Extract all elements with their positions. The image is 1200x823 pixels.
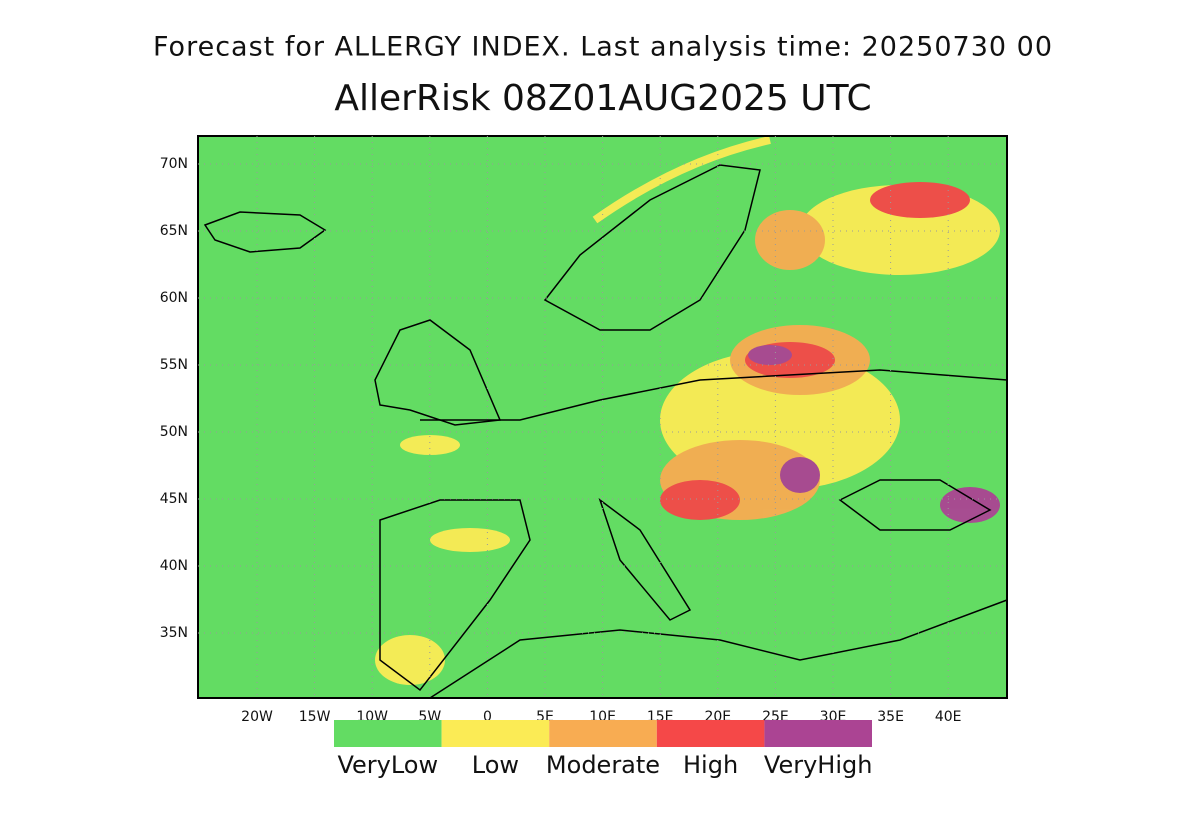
legend-label: Moderate bbox=[546, 751, 660, 779]
iceland bbox=[203, 211, 327, 253]
lon-label: 15W bbox=[299, 709, 331, 725]
lat-label: 60N bbox=[160, 290, 188, 306]
area bbox=[592, 136, 771, 224]
italy bbox=[598, 497, 692, 621]
area bbox=[375, 635, 445, 685]
lon-label: 0 bbox=[483, 709, 492, 725]
legend-label: VeryHigh bbox=[764, 751, 873, 779]
scandinavia bbox=[543, 164, 761, 331]
lat-label: 70N bbox=[160, 156, 188, 172]
area bbox=[780, 457, 820, 493]
lat-label: 40N bbox=[160, 558, 188, 574]
map bbox=[197, 135, 1008, 699]
black-sea bbox=[838, 479, 992, 531]
lat-label: 55N bbox=[160, 357, 188, 373]
lat-label: 35N bbox=[160, 625, 188, 641]
lon-label: 35E bbox=[877, 709, 904, 725]
legend-label: VeryLow bbox=[337, 751, 438, 779]
legend-swatch bbox=[656, 720, 765, 747]
area bbox=[430, 528, 510, 552]
subtitle: Forecast for ALLERGY INDEX. Last analysi… bbox=[153, 32, 1053, 63]
area bbox=[940, 487, 1000, 523]
lon-label: 40E bbox=[935, 709, 962, 725]
africa-coast bbox=[429, 599, 1008, 699]
border bbox=[420, 369, 1008, 421]
legend-swatch bbox=[334, 720, 442, 747]
risk-areas bbox=[375, 136, 1000, 685]
title: AllerRisk 08Z01AUG2025 UTC bbox=[334, 78, 871, 119]
legend-swatch bbox=[441, 720, 550, 747]
lat-label: 50N bbox=[160, 424, 188, 440]
area bbox=[400, 435, 460, 455]
lon-label: 20W bbox=[241, 709, 273, 725]
area bbox=[870, 182, 970, 218]
area bbox=[755, 210, 825, 270]
legend-label: Low bbox=[472, 751, 519, 779]
legend-swatch bbox=[549, 720, 657, 747]
iberia bbox=[379, 499, 531, 692]
legend: VeryLow Low Moderate High VeryHigh bbox=[334, 720, 872, 779]
coastlines bbox=[203, 164, 1008, 699]
area bbox=[660, 480, 740, 520]
lat-label: 45N bbox=[160, 491, 188, 507]
legend-label: High bbox=[683, 751, 738, 779]
lat-label: 65N bbox=[160, 223, 188, 239]
area bbox=[748, 345, 792, 365]
legend-swatch bbox=[764, 720, 872, 747]
